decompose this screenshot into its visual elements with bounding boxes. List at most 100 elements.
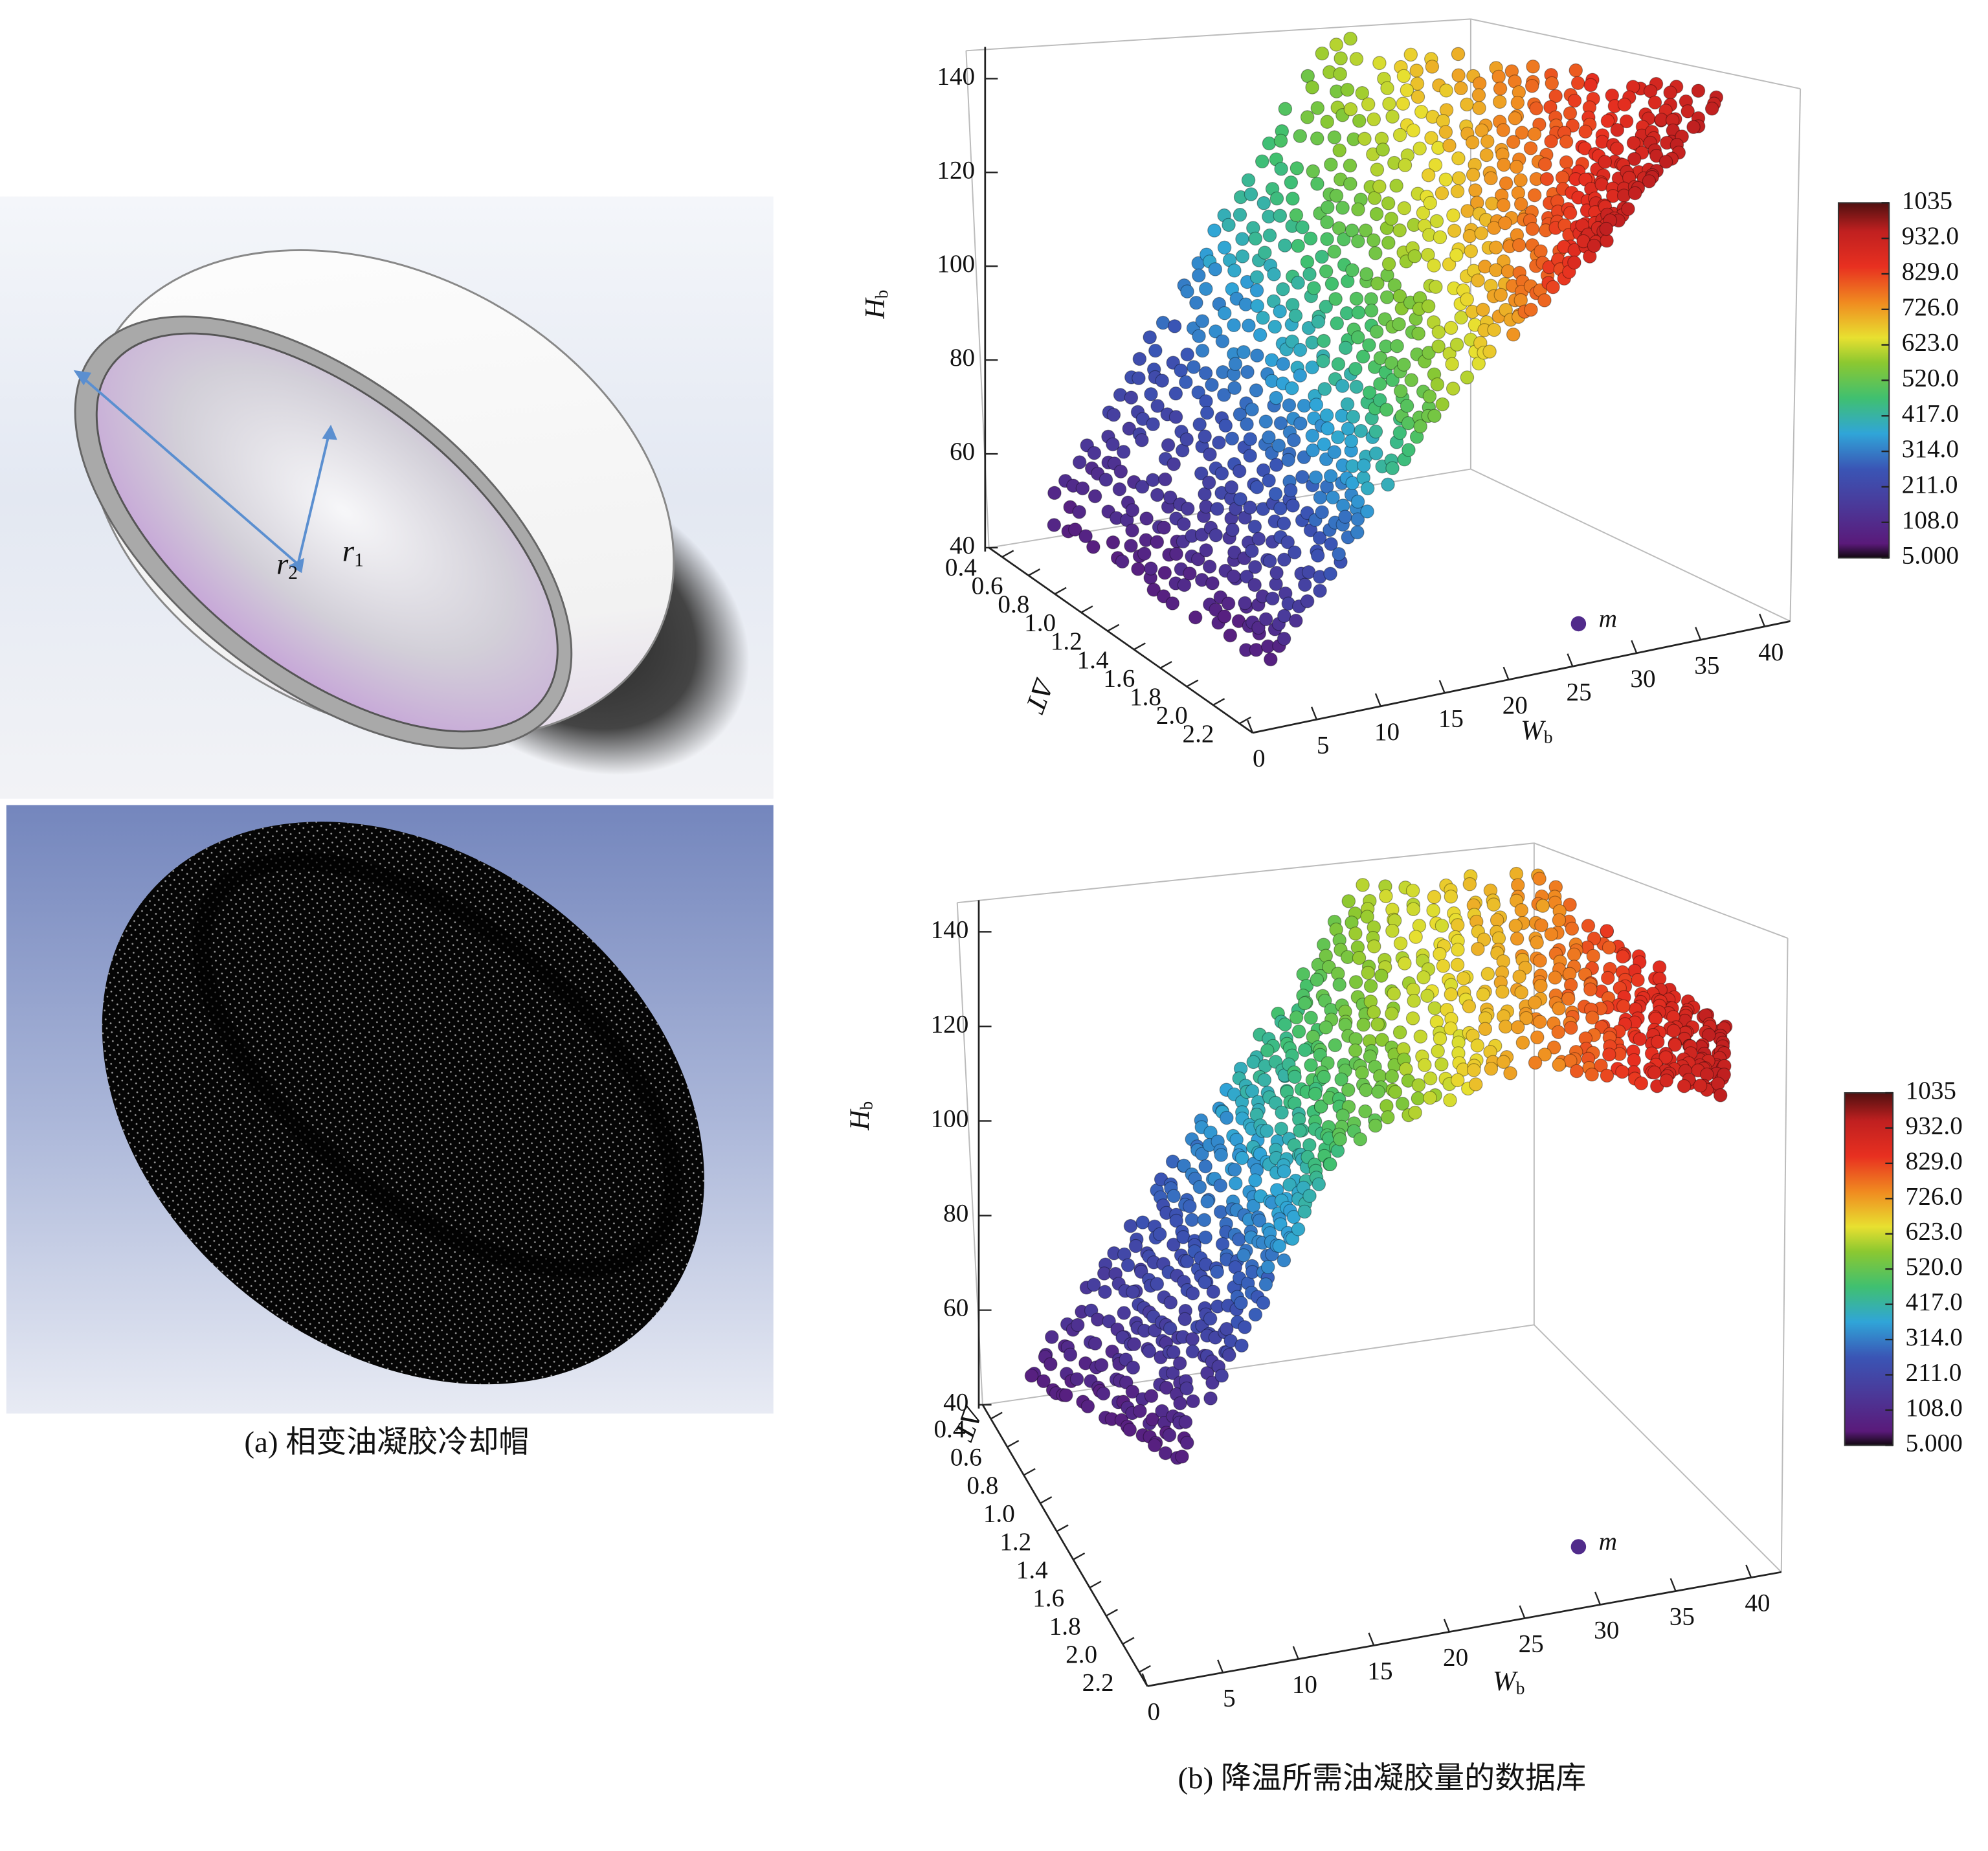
- point: [1286, 433, 1301, 447]
- point: [1530, 1030, 1545, 1044]
- point: [1277, 552, 1291, 567]
- point: [1238, 1320, 1252, 1334]
- y-tick: [1089, 1580, 1102, 1589]
- point: [1249, 270, 1264, 284]
- point: [1360, 481, 1375, 496]
- x-axis: [1147, 1571, 1781, 1687]
- point: [1179, 375, 1193, 389]
- point: [1356, 1018, 1370, 1032]
- point: [1225, 522, 1240, 537]
- point: [1385, 109, 1400, 124]
- z-axis-title: Hb: [860, 290, 891, 320]
- point: [1534, 244, 1548, 258]
- x-axis-title-sub: b: [1516, 1679, 1525, 1698]
- point: [1370, 1017, 1385, 1031]
- point: [1329, 188, 1344, 203]
- x-axis-title: Wb: [1521, 715, 1553, 747]
- x-tick: [1594, 1591, 1602, 1605]
- point: [1297, 1043, 1312, 1057]
- point: [1127, 1337, 1141, 1351]
- y-tick: [1139, 1665, 1151, 1673]
- point: [1291, 238, 1305, 253]
- y-tick-label: 0.4: [945, 554, 977, 581]
- point: [1450, 918, 1465, 932]
- point: [1530, 935, 1544, 950]
- point: [1068, 522, 1082, 537]
- point: [1533, 954, 1547, 968]
- point: [1106, 437, 1120, 452]
- y-tick: [1186, 679, 1199, 688]
- point: [1267, 267, 1281, 282]
- point: [1519, 1011, 1534, 1026]
- point: [1240, 365, 1255, 379]
- point: [1510, 159, 1524, 174]
- point: [1559, 155, 1574, 170]
- point: [1215, 334, 1230, 348]
- point: [1392, 128, 1407, 142]
- point: [1233, 407, 1247, 421]
- point: [1370, 276, 1385, 291]
- point: [1506, 328, 1521, 342]
- point: [1240, 417, 1254, 431]
- point: [1191, 552, 1205, 567]
- point: [1355, 1066, 1369, 1080]
- point: [1257, 1073, 1272, 1087]
- point: [1487, 322, 1501, 337]
- point: [1450, 958, 1465, 972]
- x-tick-label: 25: [1519, 1630, 1544, 1658]
- point: [1232, 1232, 1246, 1247]
- colorbar-tick-label: 211.0: [1906, 1358, 1962, 1386]
- point: [1343, 177, 1357, 191]
- point: [1331, 357, 1346, 372]
- point: [1163, 490, 1178, 504]
- point: [1199, 282, 1213, 297]
- point: [1288, 1070, 1302, 1084]
- point: [1293, 368, 1308, 383]
- point: [1338, 341, 1353, 355]
- point: [1471, 273, 1485, 287]
- point: [1385, 373, 1400, 387]
- point: [1364, 303, 1379, 318]
- point: [1125, 523, 1139, 538]
- point: [1619, 114, 1634, 129]
- point: [1375, 1033, 1389, 1047]
- point: [1495, 985, 1510, 999]
- point: [1305, 335, 1319, 350]
- point: [1195, 314, 1210, 328]
- point: [1194, 528, 1209, 542]
- box-edge: [1470, 468, 1791, 622]
- point: [1277, 516, 1291, 531]
- point-cloud: [1047, 31, 1724, 667]
- colorbar-tick-label: 623.0: [1906, 1218, 1963, 1246]
- point: [1277, 1164, 1291, 1178]
- point: [1212, 435, 1226, 450]
- point: [1513, 197, 1528, 212]
- point: [1124, 390, 1139, 405]
- point: [1446, 208, 1460, 223]
- z-tick-label: 40: [943, 1389, 968, 1417]
- point: [1333, 67, 1347, 82]
- point: [1150, 488, 1165, 502]
- point: [1480, 134, 1495, 149]
- point: [1224, 480, 1239, 495]
- point: [1329, 38, 1344, 52]
- colorbar-tick-label: 520.0: [1906, 1253, 1963, 1281]
- point: [1479, 148, 1494, 163]
- point: [1205, 576, 1220, 590]
- point: [1290, 161, 1304, 175]
- point: [1203, 447, 1217, 462]
- point: [1088, 1336, 1102, 1351]
- point: [1433, 1031, 1447, 1046]
- point: [1369, 207, 1384, 221]
- point: [1260, 1123, 1274, 1138]
- point: [1583, 78, 1598, 93]
- point: [1142, 1344, 1157, 1358]
- point: [1515, 1035, 1530, 1050]
- point: [1627, 1053, 1641, 1068]
- point: [1421, 299, 1436, 313]
- point: [1227, 318, 1241, 333]
- point: [1304, 1011, 1318, 1025]
- point: [1317, 382, 1332, 396]
- point: [1300, 110, 1315, 124]
- point: [1157, 521, 1171, 535]
